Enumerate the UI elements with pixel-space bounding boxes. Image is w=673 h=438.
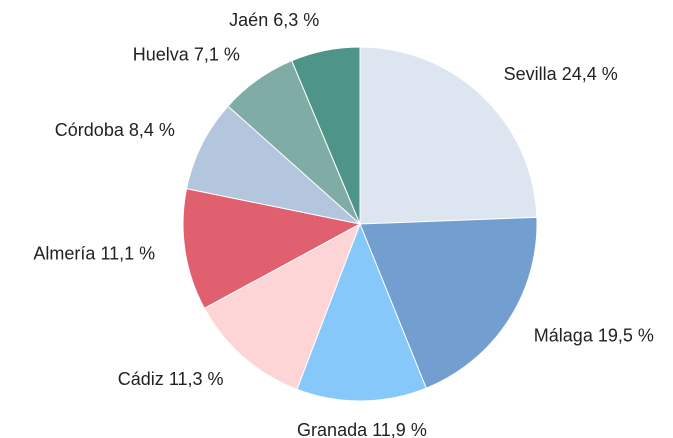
data-label: Sevilla 24,4 % [504, 64, 618, 84]
value-label: 24,4 % [562, 64, 618, 84]
value-label: 11,9 % [372, 420, 427, 438]
value-label: 19,5 % [598, 325, 654, 345]
data-label: Huelva 7,1 % [133, 44, 240, 64]
value-label: 11,3 % [169, 369, 224, 389]
category-label: Huelva [133, 44, 190, 64]
pie-slice [182, 188, 362, 309]
pie-slice [359, 46, 538, 225]
data-label: Almería 11,1 % [33, 243, 155, 263]
value-label: 6,3 % [273, 10, 319, 30]
category-label: Sevilla [504, 64, 558, 84]
category-label: Málaga [534, 325, 594, 345]
category-label: Jaén [229, 10, 268, 30]
data-label: Jaén 6,3 % [229, 10, 319, 30]
category-label: Granada [297, 420, 368, 438]
value-label: 8,4 % [129, 120, 175, 140]
value-label: 11,1 % [100, 243, 155, 263]
pie-slice [359, 216, 538, 389]
pie-slice [185, 105, 362, 225]
pie-slice [296, 222, 427, 402]
data-label: Cádiz 11,3 % [118, 369, 224, 389]
category-label: Córdoba [55, 120, 125, 140]
data-label: Granada 11,9 % [297, 420, 427, 438]
pie-slice [203, 222, 361, 391]
value-label: 7,1 % [194, 44, 240, 64]
data-label: Málaga 19,5 % [534, 325, 654, 345]
category-label: Almería [33, 243, 96, 263]
pie-slice [291, 46, 361, 225]
category-label: Cádiz [118, 369, 164, 389]
data-label: Córdoba 8,4 % [55, 120, 175, 140]
